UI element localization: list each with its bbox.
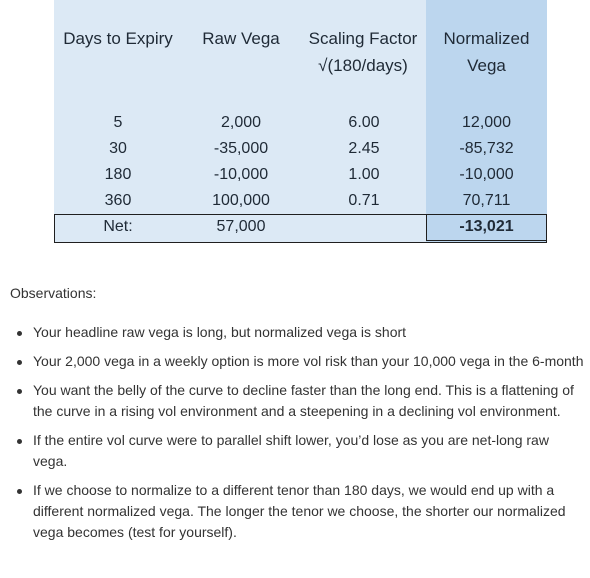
header-scaling-line1: Scaling Factor [308,29,418,48]
header-scaling-line2: √(180/days) [318,56,408,75]
row4-raw-vega: 100,000 [212,192,270,209]
net-normalized-box [426,214,547,241]
row3-normalized: -10,000 [459,166,514,183]
bullet-icon [17,489,22,494]
bullet-icon [17,360,22,365]
header-normalized-vega: Normalized Vega [426,25,547,79]
list-item: You want the belly of the curve to decli… [0,380,590,422]
list-item: If we choose to normalize to a different… [0,480,590,543]
observations-list: Your headline raw vega is long, but norm… [0,322,590,551]
bullet-text: If we choose to normalize to a different… [33,482,566,540]
row2-normalized: -85,732 [459,140,514,157]
bullet-icon [17,389,22,394]
bullet-icon [17,439,22,444]
header-scaling-factor: Scaling Factor √(180/days) [302,25,424,79]
observations-title: Observations: [10,285,97,301]
list-item: Your 2,000 vega in a weekly option is mo… [0,351,590,372]
net-raw-vega: 57,000 [216,218,266,235]
row1-raw-vega: 2,000 [220,114,262,131]
row3-scaling: 1.00 [348,166,380,183]
bullet-text: You want the belly of the curve to decli… [33,382,574,419]
bullet-text: If the entire vol curve were to parallel… [33,432,549,469]
row3-days: 180 [104,166,132,183]
net-normalized: -13,021 [459,218,514,235]
row3-raw-vega: -10,000 [213,166,269,183]
row4-scaling: 0.71 [348,192,380,209]
row1-days: 5 [113,114,123,131]
header-normalized-line1: Normalized [443,29,530,48]
row2-days: 30 [109,140,127,157]
row1-normalized: 12,000 [462,114,511,131]
vega-table: Days to Expiry Raw Vega Scaling Factor √… [54,0,547,243]
header-raw-vega: Raw Vega [202,29,280,48]
bullet-icon [17,331,22,336]
list-item: If the entire vol curve were to parallel… [0,430,590,472]
normalized-column-background [426,0,547,242]
header-days-to-expiry: Days to Expiry [63,29,173,48]
bullet-text: Your headline raw vega is long, but norm… [33,324,407,340]
row4-normalized: 70,711 [462,192,511,209]
row4-days: 360 [104,192,132,209]
row2-scaling: 2.45 [348,140,380,157]
net-label: Net: [103,218,133,235]
bullet-text: Your 2,000 vega in a weekly option is mo… [33,353,584,369]
header-normalized-line2: Vega [467,56,506,75]
row2-raw-vega: -35,000 [213,140,269,157]
list-item: Your headline raw vega is long, but norm… [0,322,590,343]
row1-scaling: 6.00 [348,114,380,131]
